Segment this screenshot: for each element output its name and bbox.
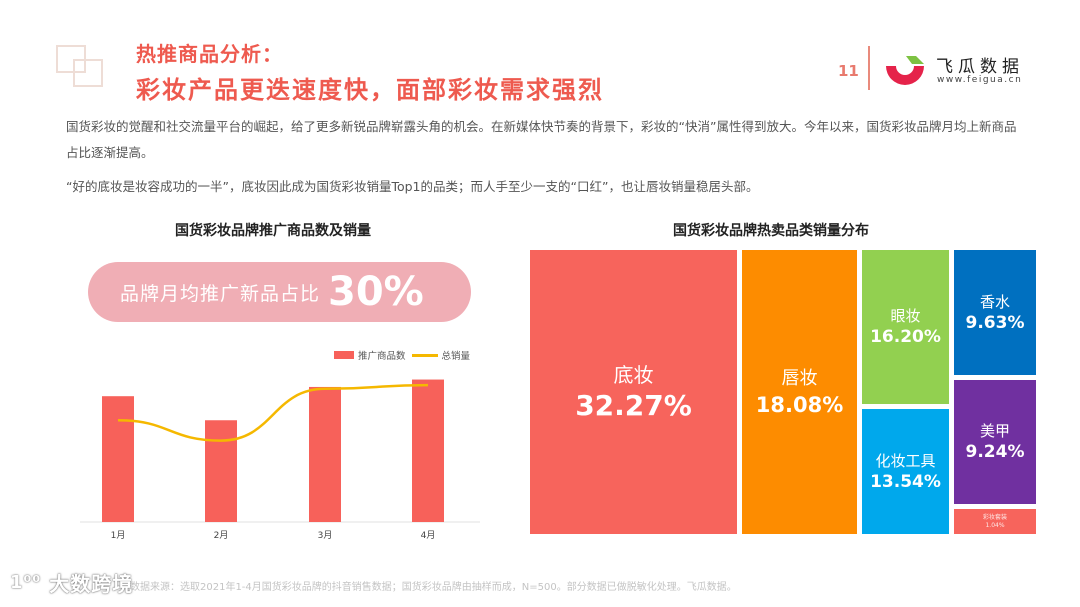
tile-name: 眼妆	[890, 307, 921, 325]
decorative-squares-icon	[56, 45, 112, 91]
header-divider	[868, 46, 870, 90]
bar-1	[102, 396, 134, 522]
bar-2	[205, 420, 237, 522]
category-treemap: 底妆 32.27% 唇妆 18.08% 眼妆 16.20% 化妆工具 13.54% 香水 9.63…	[530, 250, 1036, 534]
brand-name: 飞瓜数据	[936, 57, 1024, 77]
tile-percentage: 18.08%	[755, 393, 844, 417]
treemap-tile: 眼妆 16.20%	[862, 250, 949, 404]
bar-line-chart: 1月 2月 3月 4月	[80, 379, 480, 541]
page-number: 11	[838, 62, 859, 80]
source-note: 数据来源：选取2021年1-4月国货彩妆品牌的抖音销售数据；国货彩妆品牌由抽样而…	[130, 582, 737, 593]
x-axis-label: 1月	[111, 530, 126, 541]
highlight-pill: 品牌月均推广新品占比 30%	[88, 262, 471, 322]
watermark-logo-icon: 1⁰⁰	[10, 572, 42, 593]
tile-name: 唇妆	[781, 368, 818, 389]
tile-percentage: 16.20%	[870, 327, 941, 347]
treemap-tile: 唇妆 18.08%	[742, 250, 857, 534]
tile-percentage: 1.04%	[985, 521, 1005, 529]
treemap-tile: 香水 9.63%	[954, 250, 1036, 375]
highlight-value: 30%	[328, 269, 424, 315]
tile-name: 香水	[979, 292, 1010, 311]
tile-percentage: 9.24%	[965, 442, 1025, 462]
treemap-tile: 美甲 9.24%	[954, 380, 1036, 504]
highlight-label: 品牌月均推广新品占比	[120, 282, 321, 305]
tile-name: 底妆	[613, 363, 654, 387]
tile-name: 化妆工具	[875, 451, 936, 470]
brand-url: www.feigua.cn	[937, 75, 1023, 85]
x-axis-label: 2月	[214, 530, 229, 541]
x-axis-label: 4月	[421, 530, 436, 541]
x-axis-label: 3月	[318, 530, 333, 541]
left-chart-title: 国货彩妆品牌推广商品数及销量	[175, 223, 371, 239]
page-subtitle: 热推商品分析：	[136, 42, 283, 66]
feigua-logo-icon	[886, 56, 924, 85]
tile-name: 彩妆套装	[982, 513, 1007, 521]
page-title: 彩妆产品更迭速度快，面部彩妆需求强烈	[136, 76, 604, 104]
tile-name: 美甲	[979, 422, 1010, 440]
treemap-tile: 化妆工具 13.54%	[862, 409, 949, 534]
bar-3	[309, 386, 341, 522]
bar-4	[412, 379, 444, 522]
legend-line-swatch	[411, 353, 438, 357]
right-chart-title: 国货彩妆品牌热卖品类销量分布	[673, 223, 869, 239]
bar-chart-legend: 推广商品数 总销量	[334, 348, 470, 362]
treemap-tile: 底妆 32.27%	[530, 250, 737, 534]
watermark: 1⁰⁰ 大数跨境	[10, 568, 133, 597]
tile-percentage: 13.54%	[870, 471, 941, 492]
legend-line-label: 总销量	[441, 351, 471, 362]
watermark-text: 大数跨境	[49, 572, 134, 596]
tile-percentage: 9.63%	[965, 312, 1025, 333]
treemap-tile: 彩妆套装 1.04%	[954, 509, 1036, 534]
sales-line	[117, 383, 429, 442]
tile-percentage: 32.27%	[575, 389, 692, 422]
legend-bar-label: 推广商品数	[358, 351, 406, 362]
legend-bar-swatch	[334, 351, 354, 359]
detail-paragraph: “好的底妆是妆容成功的一半”，底妆因此成为国货彩妆销量Top1的品类；而人手至少…	[66, 179, 759, 194]
intro-paragraph: 国货彩妆的觉醒和社交流量平台的崛起，给了更多新锐品牌崭露头角的机会。在新媒体快节…	[66, 119, 1017, 160]
